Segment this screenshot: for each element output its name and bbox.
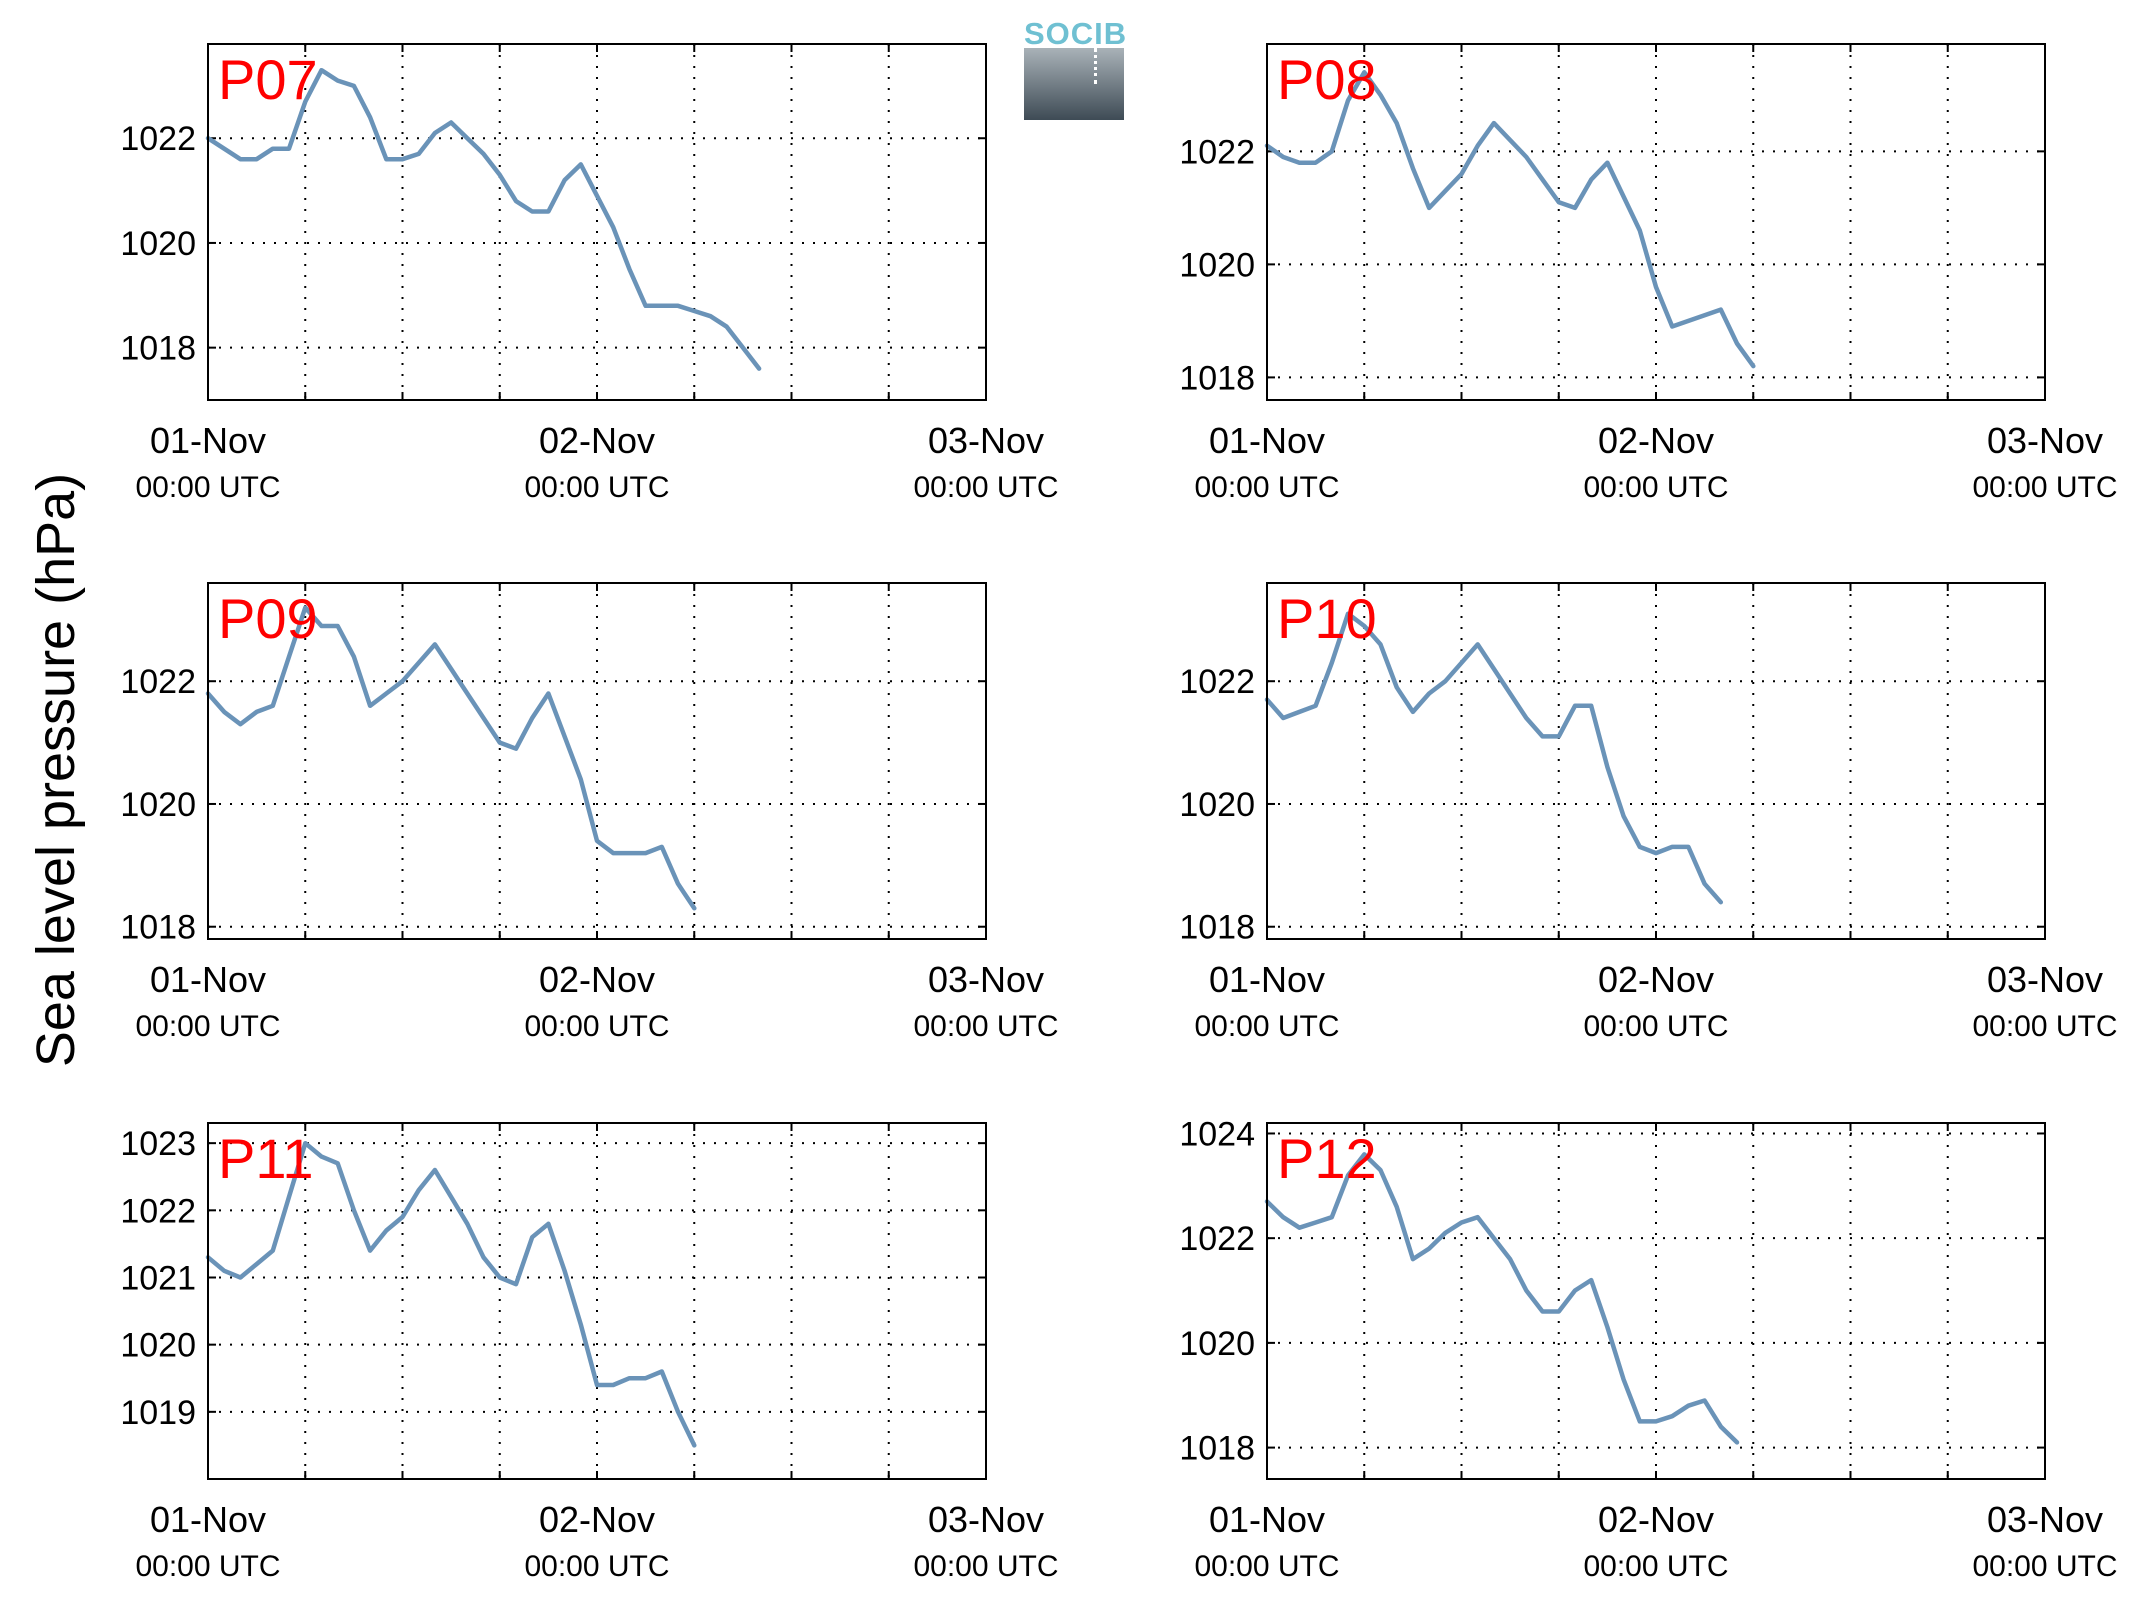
y-tick-label: 1023 — [120, 1125, 196, 1163]
x-tick-label-date: 02-Nov — [539, 420, 655, 461]
x-tick-label-time: 00:00 UTC — [913, 471, 1058, 504]
logo-dots — [1094, 48, 1097, 84]
y-tick-label: 1022 — [120, 120, 196, 158]
series-line — [205, 1140, 697, 1448]
y-tick-label: 1018 — [1179, 359, 1255, 397]
x-tick-label-time: 00:00 UTC — [1583, 471, 1728, 504]
x-tick-label-date: 03-Nov — [1987, 420, 2103, 461]
x-tick-label-time: 00:00 UTC — [913, 1550, 1058, 1583]
x-tick-label-time: 00:00 UTC — [524, 1010, 669, 1043]
axes-frame — [207, 582, 987, 940]
y-tick-label: 1022 — [1179, 663, 1255, 701]
x-tick-label-date: 01-Nov — [150, 959, 266, 1000]
x-tick-label-time: 00:00 UTC — [135, 471, 280, 504]
panel-label: P11 — [218, 1127, 313, 1190]
x-tick-label-time: 00:00 UTC — [913, 1010, 1058, 1043]
y-tick-label: 1021 — [120, 1259, 196, 1297]
y-tick-label: 1024 — [1179, 1115, 1255, 1153]
x-tick-label-time: 00:00 UTC — [524, 471, 669, 504]
axes-frame — [1266, 1122, 2046, 1480]
series-line — [205, 605, 697, 911]
x-tick-label-time: 00:00 UTC — [1972, 471, 2117, 504]
x-tick-label-time: 00:00 UTC — [1972, 1550, 2117, 1583]
axes-frame — [207, 1122, 987, 1480]
series-line — [1264, 70, 1756, 369]
x-tick-label-date: 01-Nov — [150, 1499, 266, 1540]
axes-frame — [1266, 582, 2046, 940]
x-tick-label-date: 01-Nov — [1209, 420, 1325, 461]
x-tick-label-date: 03-Nov — [1987, 1499, 2103, 1540]
panel-label: P08 — [1277, 48, 1377, 111]
socib-logo: SOCIB — [1024, 16, 1128, 120]
panel-p11: 1019 1020 1021 1022 1023 P11 01-Nov 00:00 UTC 02… — [120, 1122, 1059, 1583]
y-tick-label: 1022 — [120, 663, 196, 701]
logo-bar — [1024, 48, 1124, 120]
panel-p12: 1018 1020 1022 1024 P12 01-Nov 00:00 UTC 02-Nov… — [1179, 1115, 2117, 1583]
y-tick-label: 1018 — [120, 909, 196, 947]
axes-frame — [207, 43, 987, 401]
x-tick-label-date: 01-Nov — [1209, 959, 1325, 1000]
logo-text: SOCIB — [1024, 16, 1128, 51]
panel-p07: 1018 1020 1022 P07 01-Nov 00:00 UTC 02-Nov 00:0… — [120, 43, 1059, 504]
series-line — [1264, 1152, 1740, 1445]
y-tick-label: 1020 — [120, 225, 196, 263]
x-tick-label-date: 02-Nov — [539, 959, 655, 1000]
x-tick-label-date: 02-Nov — [539, 1499, 655, 1540]
axes-frame — [1266, 43, 2046, 401]
x-tick-label-date: 03-Nov — [928, 1499, 1044, 1540]
x-tick-label-date: 01-Nov — [150, 420, 266, 461]
x-tick-label-time: 00:00 UTC — [135, 1550, 280, 1583]
series-line — [1264, 611, 1724, 905]
x-tick-label-time: 00:00 UTC — [1194, 1550, 1339, 1583]
y-tick-label: 1018 — [120, 330, 196, 368]
x-tick-label-date: 03-Nov — [928, 420, 1044, 461]
x-tick-label-time: 00:00 UTC — [1194, 471, 1339, 504]
x-tick-label-date: 03-Nov — [1987, 959, 2103, 1000]
panel-p10: 1018 1020 1022 P10 01-Nov 00:00 UTC 02-Nov 00:0… — [1179, 582, 2118, 1043]
x-tick-label-time: 00:00 UTC — [524, 1550, 669, 1583]
y-tick-label: 1020 — [1179, 1325, 1255, 1363]
y-tick-label: 1020 — [1179, 246, 1255, 284]
y-tick-label: 1022 — [1179, 1220, 1255, 1258]
series-line — [205, 67, 762, 371]
x-tick-label-time: 00:00 UTC — [1972, 1010, 2117, 1043]
panel-p09: 1018 1020 1022 P09 01-Nov 00:00 UTC 02-Nov 00:0… — [120, 582, 1059, 1043]
y-axis-label: Sea level pressure (hPa) — [26, 472, 86, 1068]
y-tick-label: 1018 — [1179, 909, 1255, 947]
x-tick-label-date: 02-Nov — [1598, 959, 1714, 1000]
x-tick-label-time: 00:00 UTC — [1583, 1010, 1728, 1043]
x-tick-label-date: 02-Nov — [1598, 1499, 1714, 1540]
y-tick-label: 1022 — [120, 1192, 196, 1230]
panel-label: P07 — [218, 48, 318, 111]
x-tick-label-time: 00:00 UTC — [135, 1010, 280, 1043]
y-tick-label: 1022 — [1179, 133, 1255, 171]
y-tick-label: 1019 — [120, 1394, 196, 1432]
y-tick-label: 1020 — [1179, 786, 1255, 824]
y-tick-label: 1020 — [120, 786, 196, 824]
panel-label: P09 — [218, 587, 318, 650]
y-tick-label: 1020 — [120, 1327, 196, 1365]
panel-label: P12 — [1277, 1127, 1377, 1190]
x-tick-label-date: 01-Nov — [1209, 1499, 1325, 1540]
y-tick-label: 1018 — [1179, 1430, 1255, 1468]
x-tick-label-time: 00:00 UTC — [1194, 1010, 1339, 1043]
panel-p08: 1018 1020 1022 P08 01-Nov 00:00 UTC 02-Nov 00:0… — [1179, 43, 2118, 504]
x-tick-label-date: 03-Nov — [928, 959, 1044, 1000]
panel-label: P10 — [1277, 587, 1377, 650]
x-tick-label-time: 00:00 UTC — [1583, 1550, 1728, 1583]
x-tick-label-date: 02-Nov — [1598, 420, 1714, 461]
